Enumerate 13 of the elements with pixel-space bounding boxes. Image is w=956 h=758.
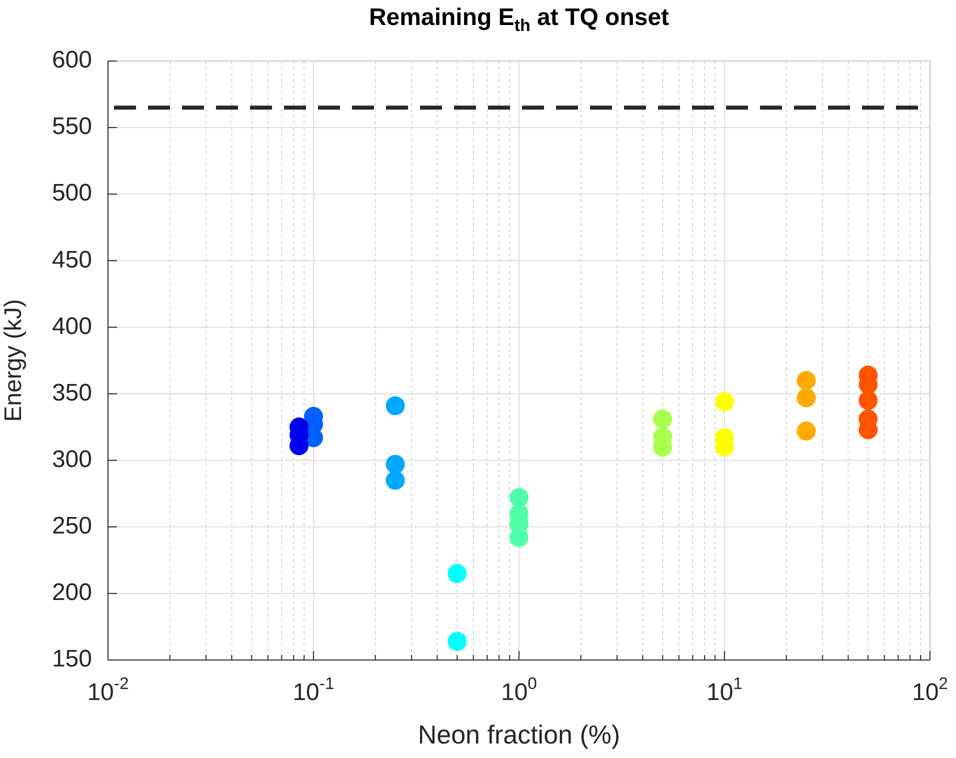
- y-tick-label: 250: [52, 512, 92, 540]
- y-tick-label: 600: [52, 46, 92, 74]
- y-tick-label: 500: [52, 180, 92, 207]
- y-tick-label: 200: [52, 579, 92, 606]
- y-tick-label: 150: [52, 646, 92, 673]
- y-tick-label: 550: [52, 113, 92, 140]
- chart-title: Remaining E$_{th}$ at TQ onset: [368, 4, 670, 36]
- x-axis-title: Neon fraction (%): [418, 720, 620, 750]
- y-axis-title: Energy (kJ): [0, 299, 28, 422]
- y-tick-label: 300: [52, 446, 92, 473]
- y-tick-label: 450: [52, 246, 92, 274]
- y-tick-label: 400: [52, 312, 92, 340]
- y-tick-label: 350: [52, 379, 92, 406]
